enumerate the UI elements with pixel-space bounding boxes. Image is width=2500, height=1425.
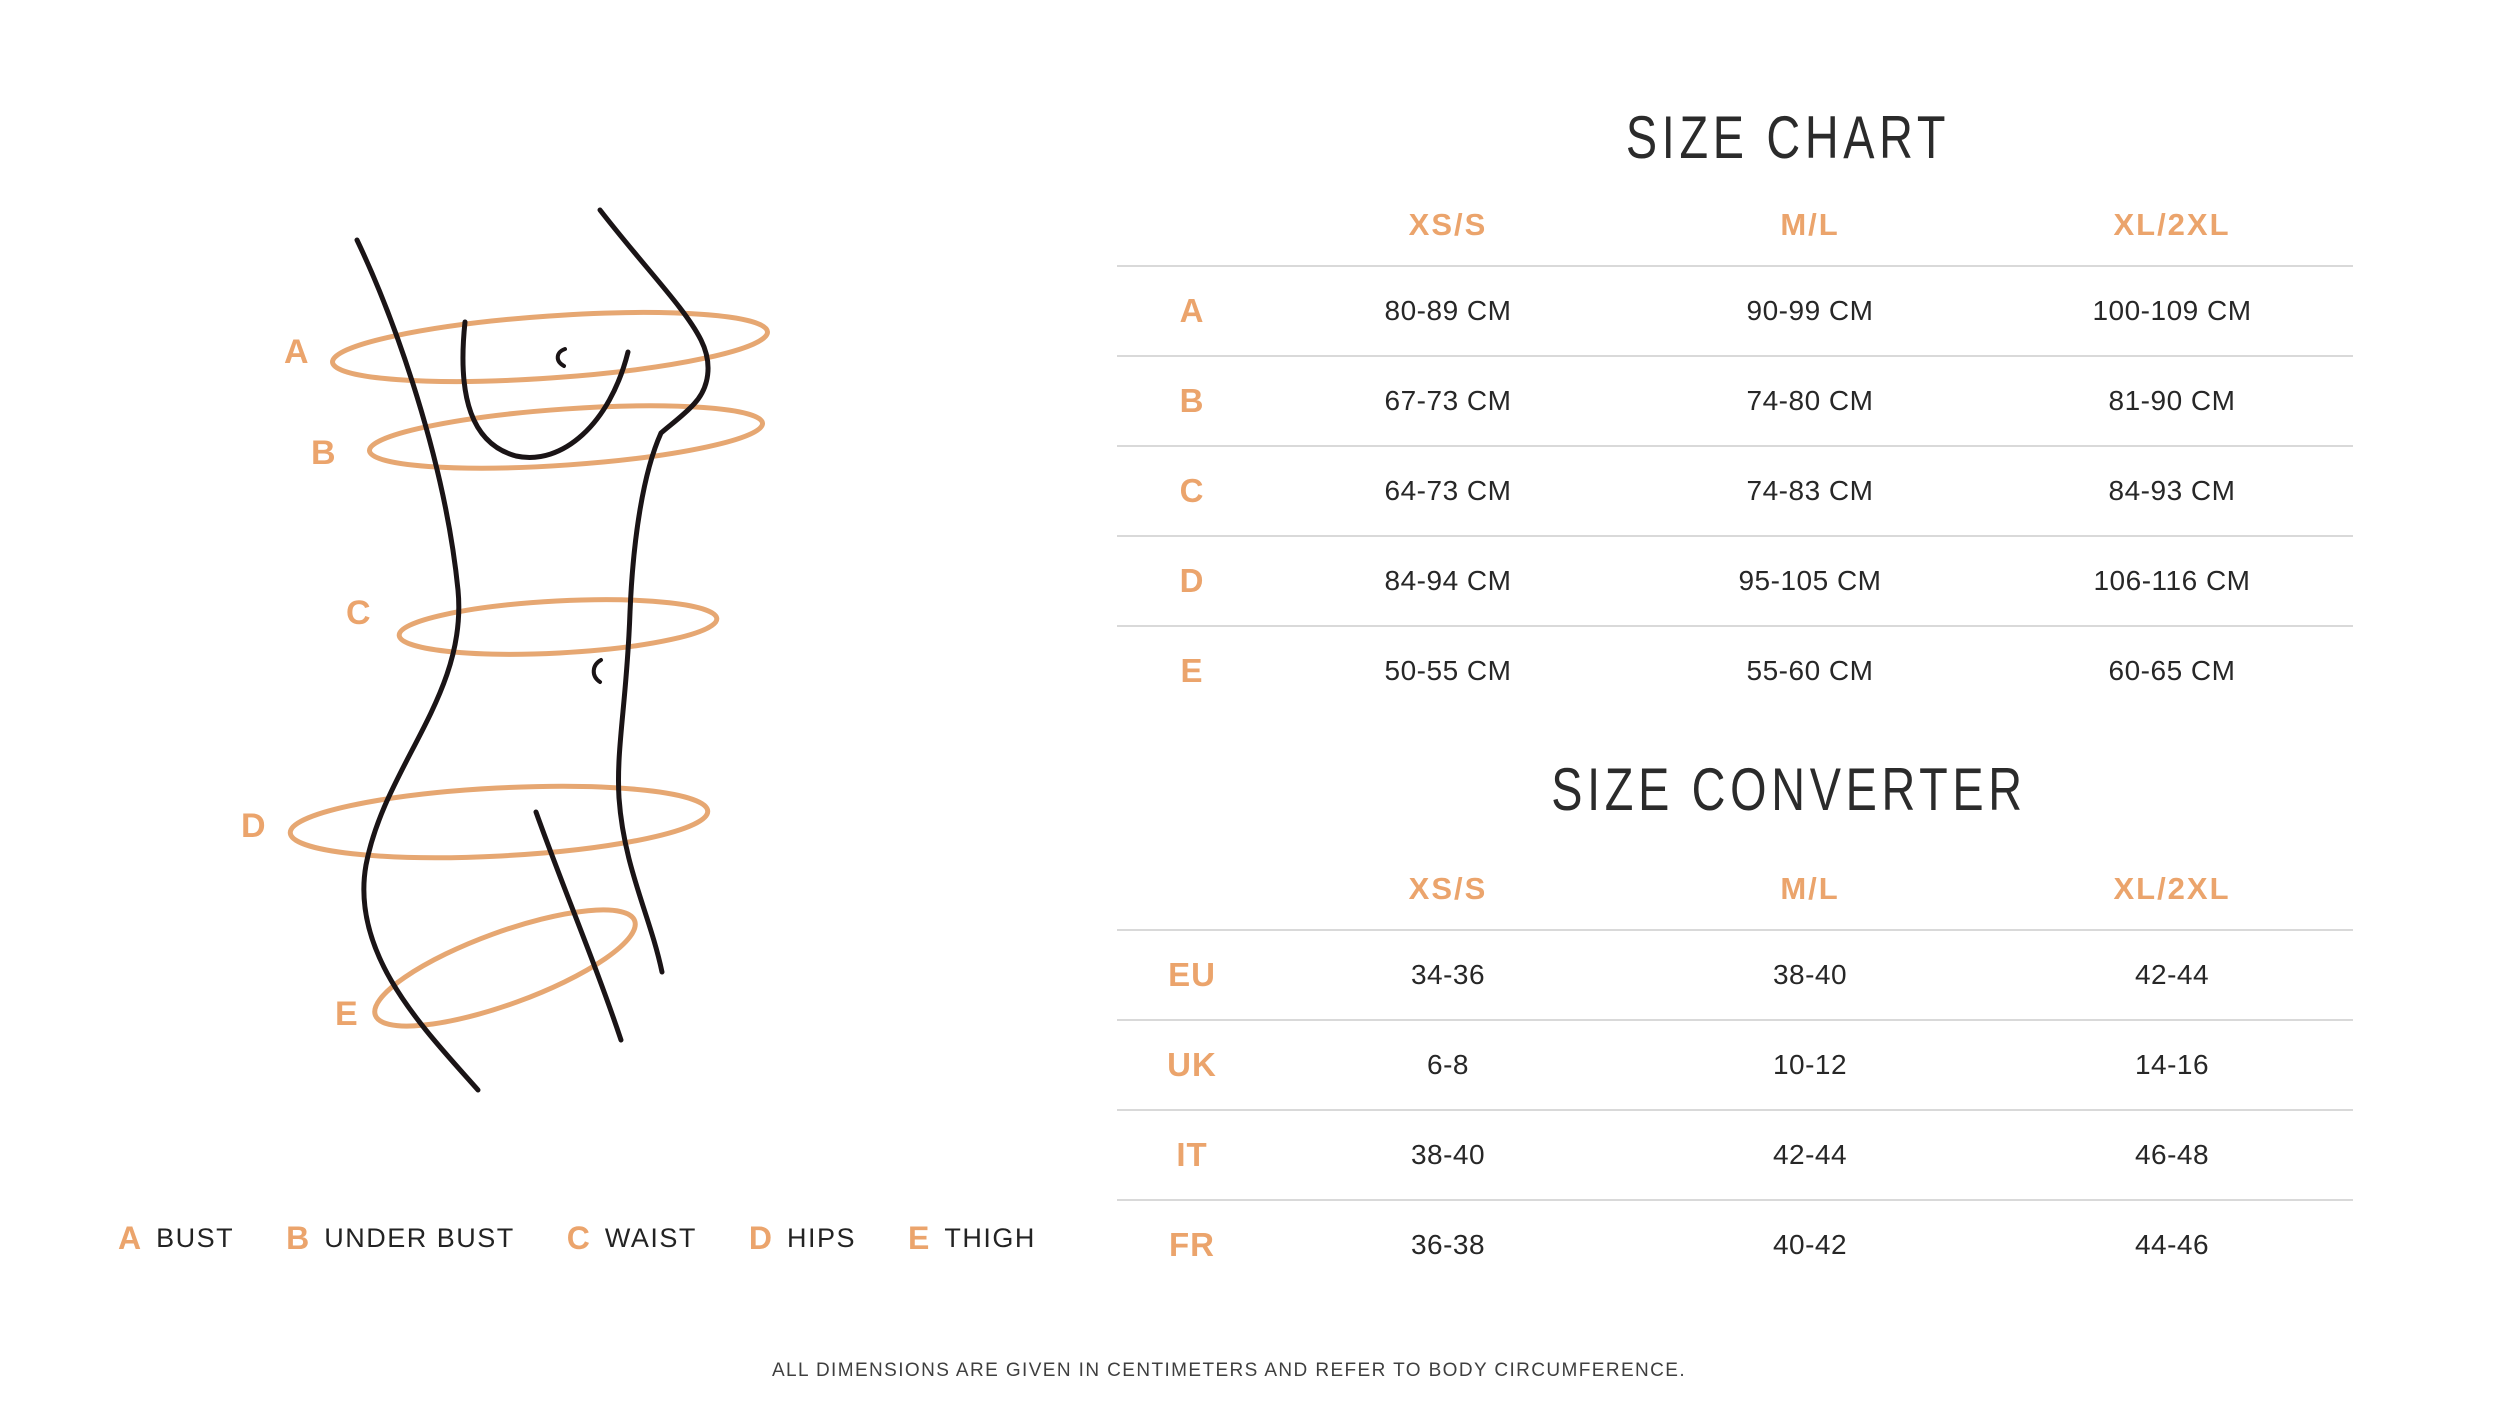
figure-label-c: C [346, 594, 371, 632]
size-chart-title: SIZE CHART [1625, 104, 1951, 171]
nipple-mark [555, 347, 567, 368]
legend-label: BUST [156, 1222, 235, 1253]
legend-item-waist: C WAIST [567, 1222, 697, 1254]
navel-mark [591, 658, 603, 684]
bust-ring [330, 310, 770, 384]
legend-item-under-bust: B UNDER BUST [286, 1222, 515, 1254]
legend-key: A [118, 1220, 142, 1256]
column-header-xss: XS/S [1408, 871, 1488, 906]
size-cell: 40-42 [1772, 1229, 1848, 1260]
size-cell: 106-116 CM [2093, 565, 2251, 596]
size-cell: 42-44 [1772, 1139, 1848, 1170]
size-cell: 44-46 [2134, 1229, 2210, 1260]
body-measurement-diagram: A B C D E [241, 207, 770, 1093]
row-label: C [1179, 472, 1205, 509]
legend-label: THIGH [944, 1222, 1036, 1253]
dimensions-disclaimer: ALL DIMENSIONS ARE GIVEN IN CENTIMETERS … [771, 1360, 1687, 1381]
size-cell: 34-36 [1410, 959, 1486, 990]
figure-label-d: D [241, 807, 266, 845]
figure-label-e: E [335, 995, 358, 1033]
corner-cell [1117, 185, 1267, 265]
size-cell: 95-105 CM [1738, 565, 1882, 596]
table-row: E 50-55 CM 55-60 CM 60-65 CM [1117, 625, 2353, 715]
table-row: FR 36-38 40-42 44-46 [1117, 1199, 2353, 1289]
row-label: E [1180, 652, 1204, 689]
row-label: FR [1169, 1226, 1215, 1263]
legend-key: D [748, 1220, 772, 1256]
size-chart-header-row: XS/S M/L XL/2XL [1117, 185, 2353, 267]
size-cell: 100-109 CM [2092, 295, 2252, 326]
size-cell: 6-8 [1427, 1049, 1469, 1080]
size-cell: 46-48 [2134, 1139, 2210, 1170]
size-cell: 84-93 CM [2108, 475, 2236, 506]
size-cell: 14-16 [2134, 1049, 2210, 1080]
size-cell: 74-83 CM [1746, 475, 1874, 506]
legend-key: B [286, 1220, 310, 1256]
legend-label: UNDER BUST [324, 1222, 515, 1253]
table-row: UK 6-8 10-12 14-16 [1117, 1019, 2353, 1109]
row-label: EU [1168, 956, 1216, 993]
legend-key: C [566, 1220, 590, 1256]
size-converter-title: SIZE CONVERTER [1551, 756, 2027, 823]
waist-ring [396, 597, 720, 657]
size-chart-table: XS/S M/L XL/2XL A 80-89 CM 90-99 CM 100-… [1117, 185, 2353, 715]
size-cell: 81-90 CM [2108, 385, 2236, 416]
figure-label-a: A [284, 333, 309, 371]
figure-label-b: B [311, 434, 336, 472]
column-header-ml: M/L [1780, 871, 1840, 906]
row-label: B [1179, 382, 1205, 419]
size-cell: 74-80 CM [1746, 385, 1874, 416]
legend-key: E [908, 1220, 930, 1256]
under-bust-ring [366, 403, 766, 471]
row-label: IT [1176, 1136, 1208, 1173]
size-cell: 38-40 [1410, 1139, 1486, 1170]
size-cell: 10-12 [1772, 1049, 1848, 1080]
table-row: A 80-89 CM 90-99 CM 100-109 CM [1117, 267, 2353, 355]
legend-label: HIPS [786, 1222, 856, 1253]
size-cell: 67-73 CM [1384, 385, 1512, 416]
size-cell: 84-94 CM [1384, 565, 1512, 596]
thigh-ring [372, 907, 638, 1029]
measurement-legend: A BUST B UNDER BUST C WAIST D HIPS E THI… [118, 1222, 1036, 1254]
legend-label: WAIST [604, 1222, 697, 1253]
size-converter-header-row: XS/S M/L XL/2XL [1117, 849, 2353, 931]
legend-item-hips: D HIPS [749, 1222, 856, 1254]
breast-curve [460, 319, 631, 460]
size-cell: 64-73 CM [1384, 475, 1512, 506]
inner-thigh-line [533, 809, 624, 1043]
table-row: EU 34-36 38-40 42-44 [1117, 931, 2353, 1019]
column-header-xl2xl: XL/2XL [2113, 871, 2231, 906]
size-cell: 38-40 [1772, 959, 1848, 990]
size-cell: 80-89 CM [1384, 295, 1512, 326]
row-label: A [1179, 292, 1205, 329]
size-cell: 42-44 [2134, 959, 2210, 990]
legend-item-thigh: E THIGH [908, 1222, 1036, 1254]
size-cell: 90-99 CM [1746, 295, 1874, 326]
legend-item-bust: A BUST [118, 1222, 234, 1254]
table-row: C 64-73 CM 74-83 CM 84-93 CM [1117, 445, 2353, 535]
size-cell: 60-65 CM [2108, 655, 2236, 686]
table-row: IT 38-40 42-44 46-48 [1117, 1109, 2353, 1199]
column-header-xss: XS/S [1408, 207, 1488, 242]
size-cell: 36-38 [1410, 1229, 1486, 1260]
table-row: B 67-73 CM 74-80 CM 81-90 CM [1117, 355, 2353, 445]
row-label: D [1179, 562, 1205, 599]
table-row: D 84-94 CM 95-105 CM 106-116 CM [1117, 535, 2353, 625]
body-back-contour [354, 237, 481, 1093]
column-header-xl2xl: XL/2XL [2113, 207, 2231, 242]
corner-cell [1117, 849, 1267, 929]
column-header-ml: M/L [1780, 207, 1840, 242]
hips-ring [287, 783, 711, 861]
row-label: UK [1167, 1046, 1217, 1083]
size-converter-table: XS/S M/L XL/2XL EU 34-36 38-40 42-44 UK … [1117, 849, 2353, 1289]
size-cell: 50-55 CM [1384, 655, 1512, 686]
size-cell: 55-60 CM [1746, 655, 1874, 686]
body-front-contour [597, 207, 711, 975]
